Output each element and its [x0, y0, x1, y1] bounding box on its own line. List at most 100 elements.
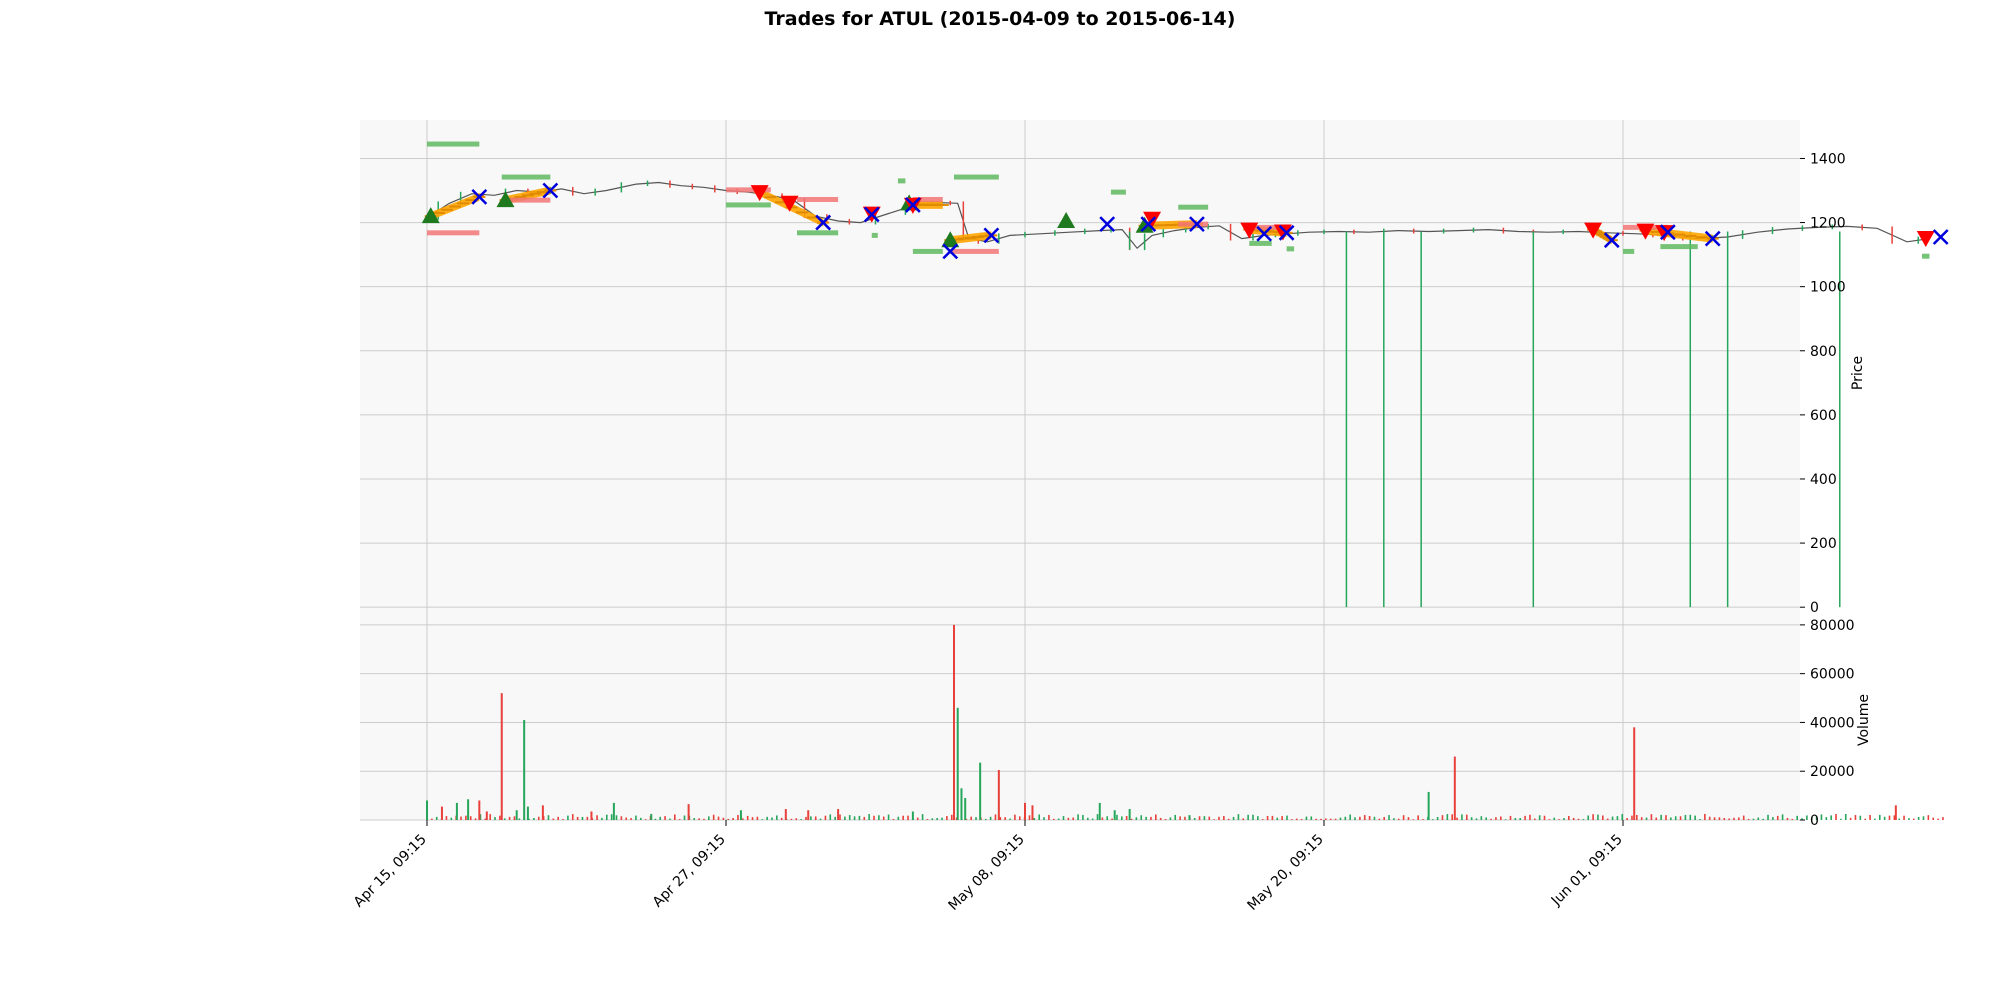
volume-bar	[1553, 817, 1556, 820]
volume-bar	[431, 818, 433, 820]
long-entry-marker	[1057, 211, 1076, 228]
volume-bar	[1626, 818, 1628, 820]
volume-bar	[557, 816, 559, 820]
volume-bar	[1018, 816, 1021, 820]
volume-bar	[1028, 815, 1031, 820]
volume-bar	[819, 818, 822, 820]
volume-bar	[518, 818, 521, 820]
volume-spike	[612, 802, 615, 820]
x-tick-label: Apr 27, 09:15	[650, 832, 729, 911]
exit-marker	[1603, 232, 1620, 249]
volume-bar	[970, 816, 972, 820]
volume-spike	[997, 770, 1000, 820]
volume-bar	[873, 815, 875, 820]
volume-bar	[1869, 814, 1871, 820]
volume-spike	[515, 810, 518, 820]
volume-bar	[1388, 815, 1390, 820]
volume-bar	[746, 815, 749, 820]
volume-spike	[979, 762, 982, 820]
price-panel-background	[360, 120, 1800, 620]
volume-bar	[1606, 818, 1609, 820]
volume-spike	[541, 805, 544, 820]
short-entry-marker	[1240, 222, 1259, 239]
volume-bar	[1801, 818, 1803, 820]
volume-bar	[897, 816, 900, 820]
volume-bar	[1796, 815, 1798, 820]
stop-loss-level	[427, 230, 480, 236]
stop-loss-level	[1249, 224, 1287, 230]
volume-bar	[1645, 817, 1648, 820]
volume-bar	[1145, 816, 1147, 820]
stop-loss-level	[726, 187, 771, 193]
volume-bar	[1266, 815, 1269, 820]
volume-panel: 0 20000 40000 60000 80000 Volume	[360, 618, 1944, 829]
volume-bar	[824, 815, 827, 820]
volume-tick-label: 20000	[1810, 764, 1855, 780]
volume-bar	[1514, 817, 1517, 820]
volume-bar	[853, 816, 856, 820]
volume-bar	[1052, 818, 1055, 820]
volume-bar	[1373, 816, 1376, 820]
volume-bar	[1422, 819, 1424, 820]
volume-bar	[1791, 818, 1794, 820]
volume-bar	[1470, 817, 1473, 820]
volume-bar	[1086, 817, 1089, 820]
volume-bar	[1582, 819, 1585, 820]
stop-loss-level	[501, 197, 551, 203]
volume-bar	[1096, 814, 1099, 820]
volume-bar	[994, 814, 997, 820]
volume-bar	[1844, 814, 1847, 820]
volume-bar	[1568, 815, 1570, 820]
volume-bar	[1937, 818, 1939, 820]
volume-bar	[615, 815, 618, 820]
x-tick-label: May 20, 09:15	[1244, 832, 1326, 914]
volume-bar	[1397, 818, 1400, 820]
volume-spike	[1031, 805, 1034, 820]
volume-bar	[1660, 814, 1662, 820]
volume-bar	[1378, 818, 1381, 820]
volume-bar	[1475, 818, 1478, 820]
stop-loss-level	[797, 196, 839, 202]
volume-bar	[805, 816, 807, 820]
volume-bar	[669, 818, 671, 820]
take-profit-level	[427, 141, 480, 147]
volume-bar	[722, 817, 725, 820]
volume-bar	[1329, 818, 1332, 820]
volume-bar	[1223, 815, 1225, 820]
volume-bar	[1611, 816, 1614, 820]
exit-marker	[904, 197, 921, 213]
volume-spike	[964, 798, 967, 820]
volume-bar	[882, 816, 885, 820]
volume-bar	[1315, 818, 1317, 820]
volume-bar	[1908, 818, 1910, 820]
volume-bar	[1840, 818, 1842, 820]
volume-bar	[999, 817, 1002, 820]
volume-bar	[1291, 819, 1293, 820]
volume-bar	[1529, 814, 1531, 820]
volume-bar	[1208, 816, 1211, 820]
volume-bar	[1436, 816, 1439, 820]
volume-tick-label: 80000	[1810, 618, 1855, 634]
volume-bar	[1786, 817, 1789, 820]
volume-spike	[1427, 791, 1430, 820]
volume-bar	[766, 816, 768, 820]
volume-bar	[1927, 815, 1930, 820]
volume-bar	[955, 817, 958, 820]
volume-bar	[921, 814, 924, 820]
price-tick-label: 0	[1810, 600, 1819, 616]
volume-bar	[1912, 818, 1915, 820]
volume-bar	[1179, 816, 1181, 820]
volume-bar	[742, 818, 744, 820]
volume-tick-label: 40000	[1810, 715, 1855, 731]
long-entry-marker	[496, 191, 515, 208]
volume-bar	[1412, 819, 1415, 820]
volume-spike	[1633, 727, 1636, 820]
volume-bar	[756, 816, 759, 820]
volume-spike	[485, 811, 488, 820]
volume-bar	[1393, 818, 1395, 820]
volume-bar	[1767, 814, 1769, 820]
volume-bar	[1772, 817, 1774, 820]
volume-bar	[941, 817, 943, 820]
volume-bar	[1849, 817, 1852, 820]
volume-bar	[1762, 818, 1764, 820]
